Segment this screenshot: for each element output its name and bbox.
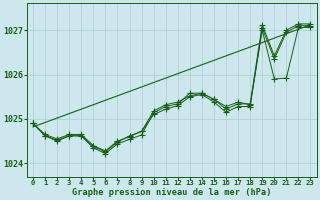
- X-axis label: Graphe pression niveau de la mer (hPa): Graphe pression niveau de la mer (hPa): [72, 188, 271, 197]
